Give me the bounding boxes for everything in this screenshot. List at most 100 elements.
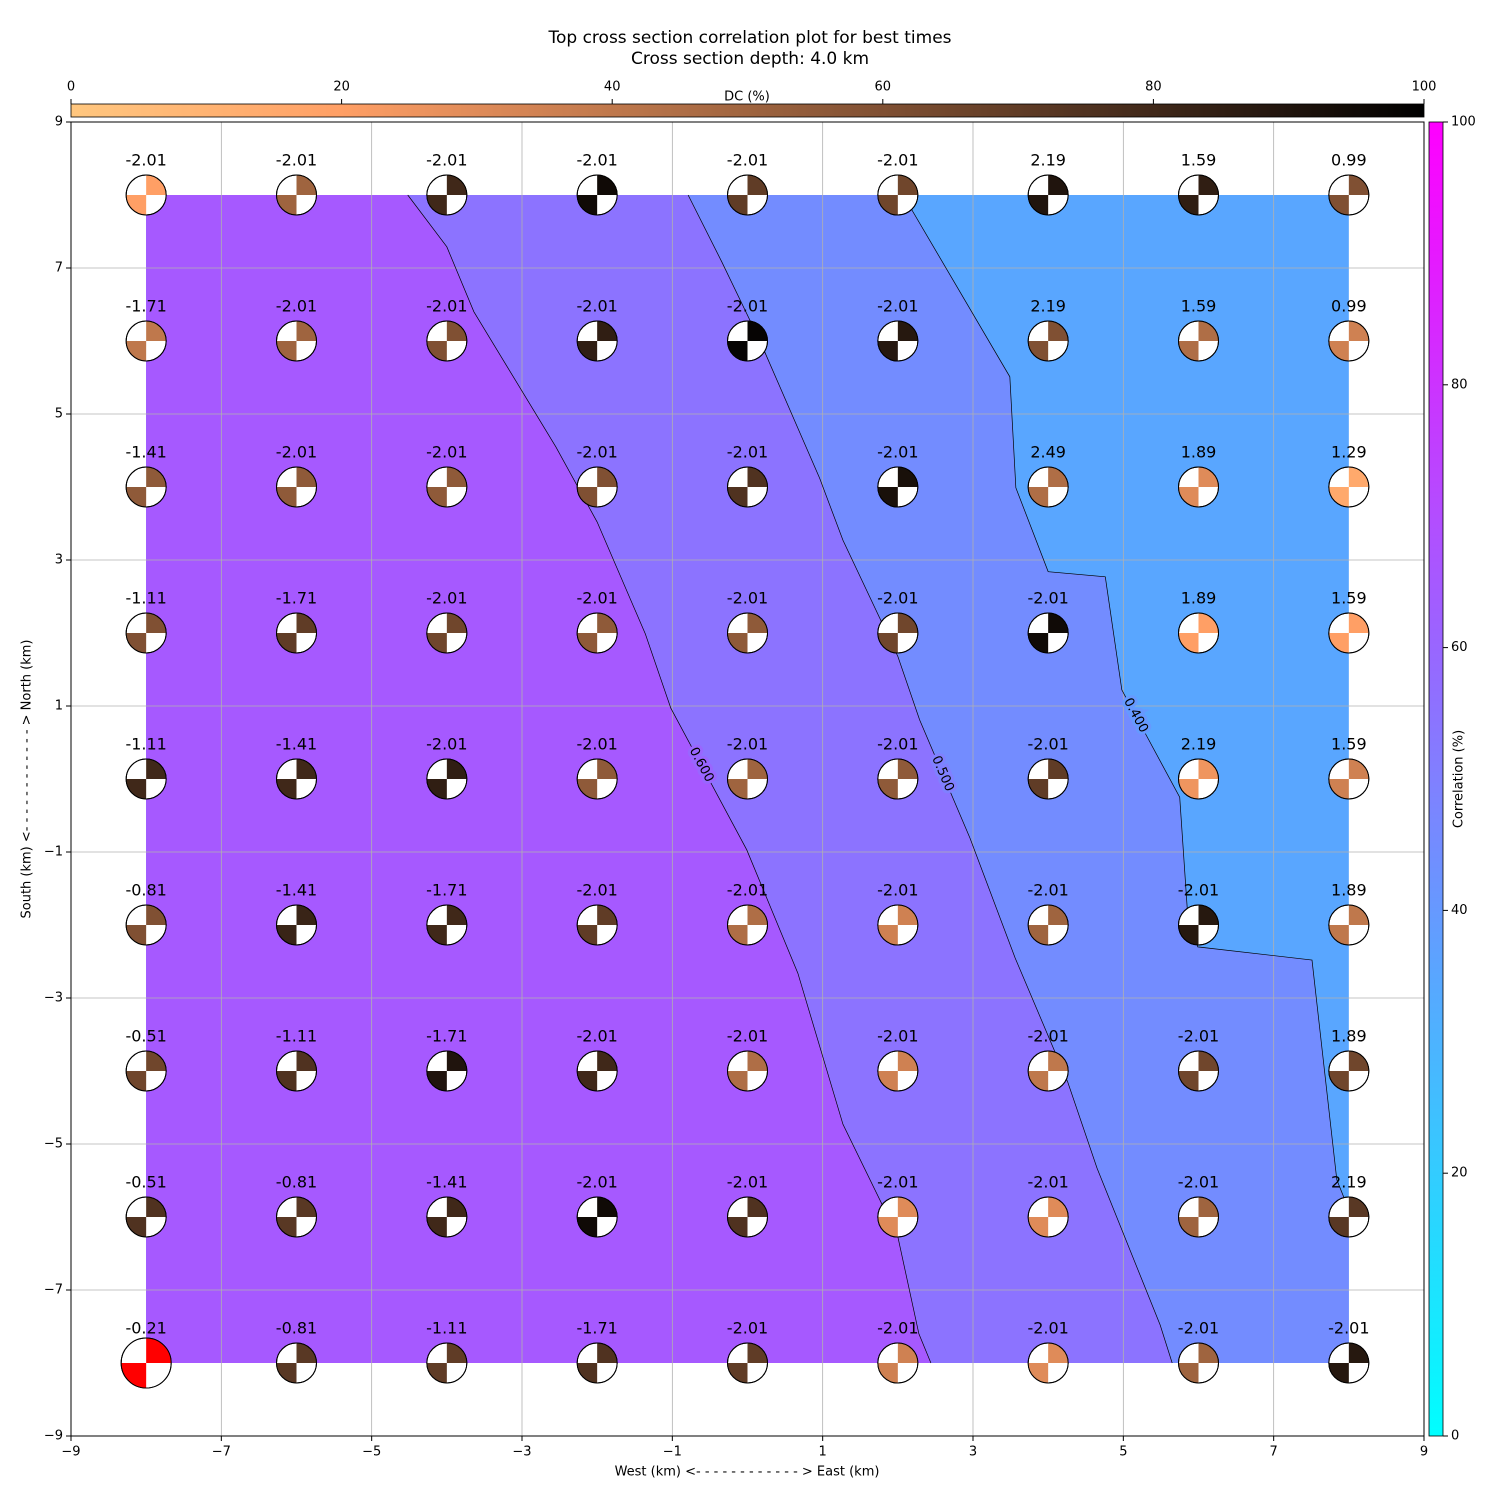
beachball bbox=[877, 1196, 919, 1238]
beachball-quadrant bbox=[296, 321, 317, 341]
beachball-quadrant bbox=[897, 905, 918, 925]
beachball-quadrant bbox=[296, 613, 317, 633]
beachball bbox=[877, 174, 919, 216]
beachball-quadrant bbox=[426, 195, 447, 215]
beachball-quadrant bbox=[877, 1363, 898, 1383]
beachball bbox=[1328, 1050, 1370, 1092]
beachball-outline bbox=[1178, 1196, 1219, 1238]
beachball-quadrant bbox=[446, 321, 467, 341]
beachball bbox=[1328, 320, 1370, 362]
beachball-quadrant bbox=[897, 175, 918, 195]
dc-colorbar-tick-label: 0 bbox=[67, 80, 75, 95]
beachball-outline bbox=[1027, 1342, 1069, 1384]
point-label: -2.01 bbox=[727, 1319, 768, 1338]
point-label: -2.01 bbox=[877, 297, 918, 316]
point-label: -2.01 bbox=[877, 151, 918, 170]
beachball-quadrant bbox=[1028, 487, 1049, 507]
y-tick-label: −1 bbox=[44, 845, 63, 860]
beachball-quadrant bbox=[276, 1363, 297, 1383]
beachball-outline bbox=[576, 758, 618, 800]
beachball bbox=[1178, 1342, 1219, 1384]
y-tick-label: 9 bbox=[55, 115, 63, 130]
beachball-quadrant bbox=[877, 195, 898, 215]
beachball-quadrant bbox=[1178, 1363, 1199, 1383]
beachball bbox=[120, 1337, 172, 1389]
beachball-outline bbox=[1328, 1196, 1370, 1238]
beachball-quadrant bbox=[146, 759, 167, 779]
beachball-quadrant bbox=[1348, 1343, 1369, 1363]
beachball bbox=[125, 612, 167, 654]
beachball-quadrant bbox=[897, 1343, 918, 1363]
beachball-quadrant bbox=[1198, 1197, 1219, 1217]
beachball-quadrant bbox=[126, 195, 147, 215]
beachball-outline bbox=[1328, 904, 1370, 946]
point-label: -2.01 bbox=[727, 881, 768, 900]
beachball-quadrant bbox=[1028, 195, 1049, 215]
point-label: -2.01 bbox=[576, 589, 617, 608]
point-label: 1.89 bbox=[1181, 443, 1217, 462]
beachball-outline bbox=[877, 758, 919, 800]
point-label: 1.29 bbox=[1331, 443, 1367, 462]
beachball bbox=[426, 612, 468, 654]
beachball bbox=[276, 466, 317, 508]
beachball-outline bbox=[727, 1196, 768, 1238]
beachball-quadrant bbox=[1328, 1071, 1349, 1091]
beachball-outline bbox=[1178, 758, 1219, 800]
beachball-outline bbox=[877, 1050, 919, 1092]
beachball-quadrant bbox=[597, 1197, 618, 1217]
beachball bbox=[426, 758, 468, 800]
beachball-quadrant bbox=[1348, 175, 1369, 195]
beachball bbox=[426, 1050, 468, 1092]
beachball-quadrant bbox=[577, 487, 598, 507]
beachball-quadrant bbox=[426, 779, 447, 799]
point-label: -0.51 bbox=[125, 1173, 166, 1192]
point-label: 1.59 bbox=[1331, 589, 1367, 608]
beachball-outline bbox=[1027, 758, 1069, 800]
beachball bbox=[125, 466, 167, 508]
beachball-outline bbox=[576, 612, 618, 654]
beachball-quadrant bbox=[727, 1363, 748, 1383]
point-label: -2.01 bbox=[576, 151, 617, 170]
beachball-quadrant bbox=[1348, 759, 1369, 779]
beachball-quadrant bbox=[597, 1051, 618, 1071]
y-tick-label: −7 bbox=[44, 1283, 63, 1298]
beachball bbox=[426, 1196, 468, 1238]
point-label: -2.01 bbox=[576, 443, 617, 462]
point-label: -2.01 bbox=[426, 443, 467, 462]
beachball-outline bbox=[426, 466, 468, 508]
point-label: -2.01 bbox=[1178, 1027, 1219, 1046]
beachball bbox=[1328, 1196, 1370, 1238]
point-label: -2.01 bbox=[1027, 881, 1068, 900]
point-label: -1.71 bbox=[426, 1027, 467, 1046]
beachball-outline bbox=[1178, 1342, 1219, 1384]
x-tick-label: −5 bbox=[362, 1445, 381, 1460]
beachball-quadrant bbox=[1048, 321, 1069, 341]
beachball-outline bbox=[1328, 174, 1370, 216]
corr-colorbar-tick-label: 40 bbox=[1451, 903, 1468, 918]
point-label: -2.01 bbox=[426, 589, 467, 608]
point-label: -2.01 bbox=[276, 443, 317, 462]
point-label: -2.01 bbox=[1328, 1319, 1369, 1338]
beachball bbox=[576, 612, 618, 654]
chart-subtitle: Cross section depth: 4.0 km bbox=[631, 49, 869, 69]
beachball-outline bbox=[1178, 466, 1219, 508]
beachball-quadrant bbox=[1048, 1343, 1069, 1363]
beachball-quadrant bbox=[1328, 195, 1349, 215]
y-tick-label: 5 bbox=[55, 407, 63, 422]
beachball-quadrant bbox=[1048, 759, 1069, 779]
beachball-quadrant bbox=[1328, 925, 1349, 945]
point-label: -2.01 bbox=[727, 589, 768, 608]
beachball bbox=[1178, 1196, 1219, 1238]
beachball-outline bbox=[727, 1050, 768, 1092]
beachball bbox=[877, 758, 919, 800]
beachball-quadrant bbox=[597, 613, 618, 633]
point-label: -1.71 bbox=[426, 881, 467, 900]
beachball bbox=[727, 320, 768, 362]
beachball bbox=[125, 758, 167, 800]
point-label: -2.01 bbox=[877, 881, 918, 900]
point-label: -2.01 bbox=[576, 735, 617, 754]
beachball-quadrant bbox=[747, 759, 768, 779]
beachball bbox=[576, 1196, 618, 1238]
beachball-outline bbox=[426, 174, 468, 216]
y-axis-label: South (km) <- - - - - - - - - - - - > No… bbox=[20, 639, 35, 918]
